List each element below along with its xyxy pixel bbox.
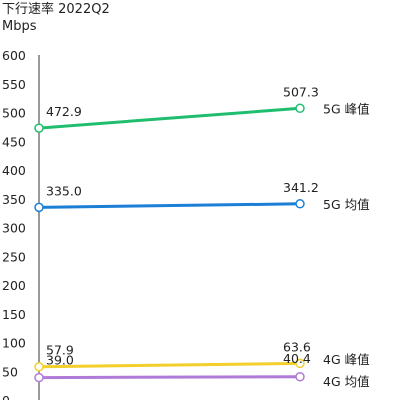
series-label: 5G 峰值 [323,101,370,116]
y-tick-label: 100 [2,336,26,351]
data-label: 341.2 [283,180,319,195]
y-tick-label: 150 [2,307,26,322]
data-label: 40.4 [283,351,311,366]
y-tick-label: 0 [2,393,10,400]
series-line [37,375,302,380]
data-point [295,372,305,382]
y-tick-label: 500 [2,106,26,121]
series-label: 4G 均值 [323,374,370,389]
data-label: 57.9 [46,343,74,358]
chart-title: 下行速率 2022Q2 [2,1,110,17]
series-group: 472.9 507.3 5G 峰值 335.0 341.2 5G 均值 57.9 63.6 4G… [34,84,370,389]
data-label: 472.9 [46,104,82,119]
data-point [34,361,44,372]
y-tick-label: 550 [2,77,26,92]
series-label: 5G 均值 [323,197,370,212]
y-tick-label: 450 [2,134,26,149]
data-point [295,103,305,114]
series-label: 4G 峰值 [323,352,370,367]
y-tick-label: 300 [2,221,26,236]
y-axis-label: Mbps [2,19,37,34]
data-point [34,123,44,133]
data-label: 63.6 [283,339,311,354]
y-tick-label: 200 [2,278,26,293]
data-label: 335.0 [46,183,82,198]
data-point [34,372,44,383]
y-ticks: 0 50 100 150 200 250 300 350 400 450 500 550 600 [2,48,26,400]
y-tick-label: 400 [2,163,26,178]
data-label: 507.3 [283,84,319,99]
data-label: 39.0 [46,353,74,368]
y-tick-label: 250 [2,249,26,264]
series-line [37,202,302,209]
series-line [37,106,302,130]
series-line [37,361,302,369]
data-point [295,199,305,209]
y-tick-label: 350 [2,192,26,207]
data-point [295,358,305,369]
data-point [34,202,44,213]
y-tick-label: 600 [2,48,26,63]
y-tick-label: 50 [2,364,18,379]
